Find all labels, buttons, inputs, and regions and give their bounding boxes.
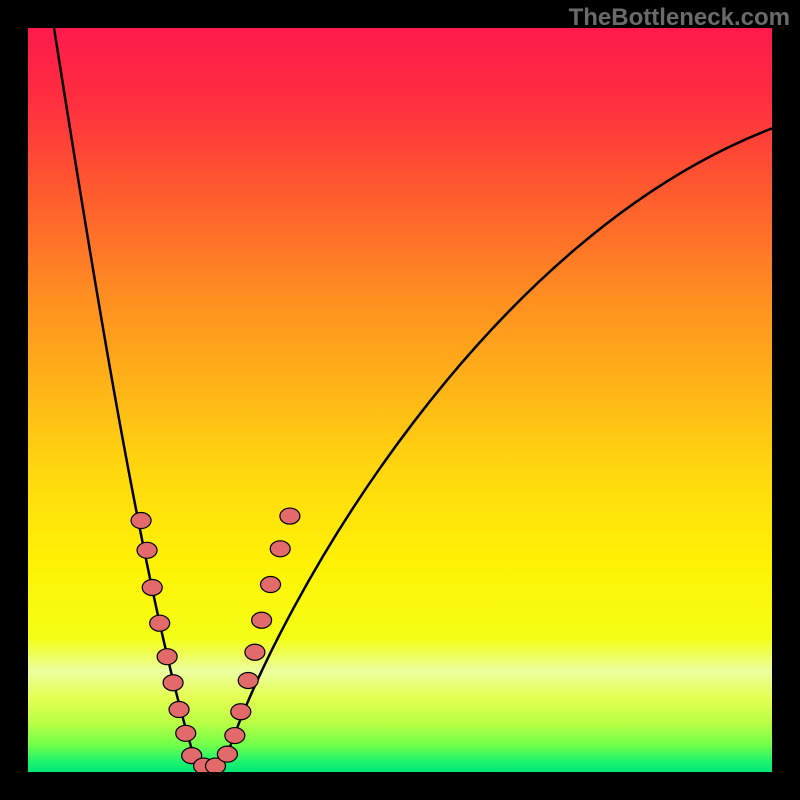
data-marker xyxy=(150,615,170,631)
data-marker xyxy=(176,725,196,741)
watermark-text: TheBottleneck.com xyxy=(569,4,790,32)
bottleneck-chart xyxy=(0,0,800,800)
data-marker xyxy=(225,728,245,744)
data-marker xyxy=(280,508,300,524)
data-marker xyxy=(169,702,189,718)
chart-canvas: TheBottleneck.com xyxy=(0,0,800,800)
data-marker xyxy=(231,704,251,720)
data-marker xyxy=(238,672,258,688)
data-marker xyxy=(252,612,272,628)
data-marker xyxy=(245,644,265,660)
data-marker xyxy=(261,577,281,593)
data-marker xyxy=(163,675,183,691)
data-marker xyxy=(131,513,151,529)
data-marker xyxy=(157,649,177,665)
data-marker xyxy=(142,579,162,595)
gradient-background xyxy=(28,28,772,772)
data-marker xyxy=(217,746,237,762)
data-marker xyxy=(270,541,290,557)
data-marker xyxy=(137,542,157,558)
